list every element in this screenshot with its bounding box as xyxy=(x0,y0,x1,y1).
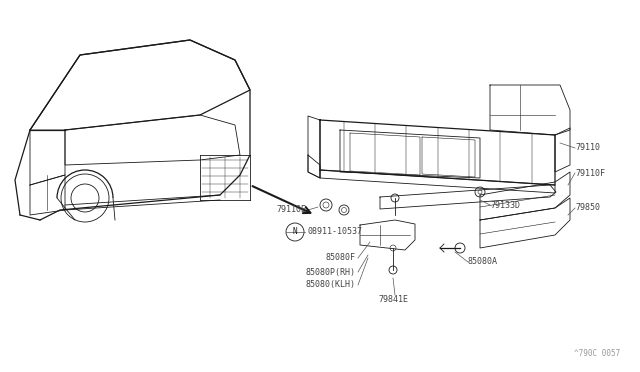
Text: 08911-10537: 08911-10537 xyxy=(307,228,362,237)
Text: 85080P(RH): 85080P(RH) xyxy=(305,267,355,276)
Text: 85080(KLH): 85080(KLH) xyxy=(305,280,355,289)
Text: 79110E: 79110E xyxy=(276,205,306,215)
Text: 85080F: 85080F xyxy=(325,253,355,263)
Text: 79841E: 79841E xyxy=(378,295,408,305)
Text: N: N xyxy=(292,228,298,237)
Text: 79110F: 79110F xyxy=(575,169,605,177)
Text: ^790C 0057: ^790C 0057 xyxy=(573,349,620,358)
Text: 79850: 79850 xyxy=(575,203,600,212)
Text: 85080A: 85080A xyxy=(468,257,498,266)
Text: 79110: 79110 xyxy=(575,144,600,153)
Text: 79133D: 79133D xyxy=(490,201,520,209)
